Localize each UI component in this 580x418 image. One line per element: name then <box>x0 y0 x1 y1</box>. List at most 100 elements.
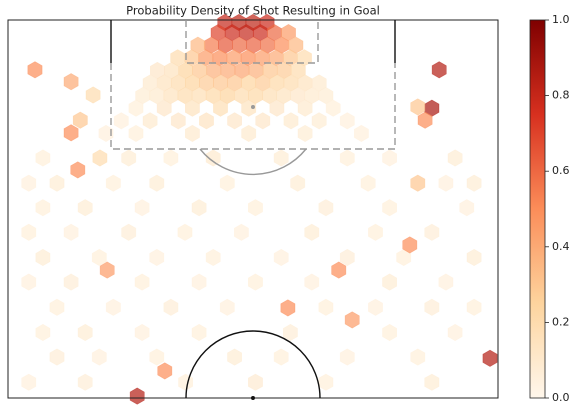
hex-cell <box>297 99 313 117</box>
hex-cell <box>255 112 271 130</box>
hex-cell <box>318 87 334 105</box>
penalty-box <box>110 63 396 150</box>
penalty-arc <box>199 148 307 176</box>
colorbar-tick-label: 0.2 <box>552 315 570 328</box>
hex-cell <box>99 261 115 279</box>
hex-cell <box>382 273 398 291</box>
colorbar-tick-label: 1.0 <box>552 13 570 26</box>
hex-cell <box>121 149 137 167</box>
colorbar-tick-label: 0.4 <box>552 240 570 253</box>
hex-cell <box>248 273 263 291</box>
hex-cell <box>156 99 172 117</box>
hex-cell <box>447 323 463 342</box>
hex-cell <box>149 174 165 192</box>
hex-cell <box>466 248 482 267</box>
hex-cell <box>129 387 145 405</box>
colorbar-tick-label: 0.8 <box>552 89 570 102</box>
center-spot <box>251 396 255 400</box>
hex-cell <box>396 248 412 267</box>
hex-cell <box>91 248 107 267</box>
colorbar <box>529 19 546 399</box>
hex-cell <box>241 99 257 117</box>
hex-cell <box>21 273 37 291</box>
hex-cell <box>98 124 114 142</box>
hex-cell <box>219 298 235 316</box>
hex-cell <box>134 323 150 342</box>
hex-cell <box>402 236 418 254</box>
hex-cell <box>35 149 51 167</box>
hex-cell <box>77 323 93 342</box>
hex-cell <box>382 149 398 167</box>
hex-cell <box>163 149 179 167</box>
hex-cell <box>205 248 221 267</box>
hex-cell <box>318 373 334 391</box>
hex-cell <box>273 348 289 366</box>
penalty-spot <box>251 105 255 109</box>
hex-cell <box>63 223 79 241</box>
hex-cell <box>297 124 313 142</box>
hex-cell <box>304 223 320 241</box>
hex-cell <box>241 124 257 142</box>
hex-cell <box>318 199 334 217</box>
hex-cell <box>77 373 93 391</box>
hex-cell <box>438 174 454 192</box>
hex-cell <box>325 99 341 117</box>
hex-cell <box>339 348 355 366</box>
hex-cell <box>121 223 137 241</box>
hex-cell <box>248 199 263 217</box>
hex-cell <box>447 149 463 167</box>
hex-cell <box>424 373 440 391</box>
hex-cell <box>273 248 289 267</box>
hex-cell <box>191 199 207 217</box>
hex-cell <box>431 61 447 79</box>
hex-cell <box>21 373 37 391</box>
hex-cell <box>191 273 207 291</box>
hex-cell <box>91 348 107 366</box>
hex-cell <box>205 149 221 167</box>
hex-cell <box>35 323 51 342</box>
hex-cell <box>213 99 228 117</box>
hex-cell <box>49 298 65 316</box>
hex-cell <box>424 298 440 316</box>
hex-cell <box>438 273 454 291</box>
hex-cell <box>105 298 121 316</box>
hex-cell <box>113 112 129 130</box>
hex-cell <box>339 248 355 267</box>
chart-title: Probability Density of Shot Resulting in… <box>126 4 380 18</box>
hex-cell <box>157 362 173 380</box>
hex-cell <box>70 161 86 179</box>
hex-cell <box>353 124 369 142</box>
hex-cell <box>339 149 355 167</box>
hex-cell <box>63 124 79 142</box>
pitch-markings <box>7 19 499 400</box>
hex-cell <box>273 149 289 167</box>
hex-cell <box>35 248 51 267</box>
hex-cell <box>290 174 306 192</box>
hex-cell <box>77 199 93 217</box>
hex-cell <box>128 124 144 142</box>
hex-cell <box>227 112 242 130</box>
hex-cell <box>128 99 144 117</box>
hex-cell <box>368 223 383 241</box>
hex-cell <box>410 98 426 116</box>
hex-cell <box>282 323 298 342</box>
hex-cell <box>304 273 320 291</box>
hex-cell <box>331 261 347 279</box>
hex-cell <box>105 174 121 192</box>
hex-cell <box>185 99 200 117</box>
hex-cell <box>382 323 398 342</box>
hex-cell <box>424 223 440 241</box>
colorbar-tick-label: 0.0 <box>552 391 570 404</box>
hex-cell <box>35 199 51 217</box>
hex-cell <box>21 174 37 192</box>
hex-cell <box>178 373 193 391</box>
hex-cell <box>360 174 376 192</box>
hex-cell <box>191 323 207 342</box>
hex-cell <box>92 149 108 167</box>
hex-cell <box>199 112 214 130</box>
hex-cell <box>410 348 426 366</box>
center-circle <box>185 330 321 399</box>
hex-cell <box>368 298 383 316</box>
hex-cell <box>459 199 475 217</box>
colorbar-axis: 0.0 0.2 0.4 0.6 0.8 1.0 <box>545 13 570 404</box>
